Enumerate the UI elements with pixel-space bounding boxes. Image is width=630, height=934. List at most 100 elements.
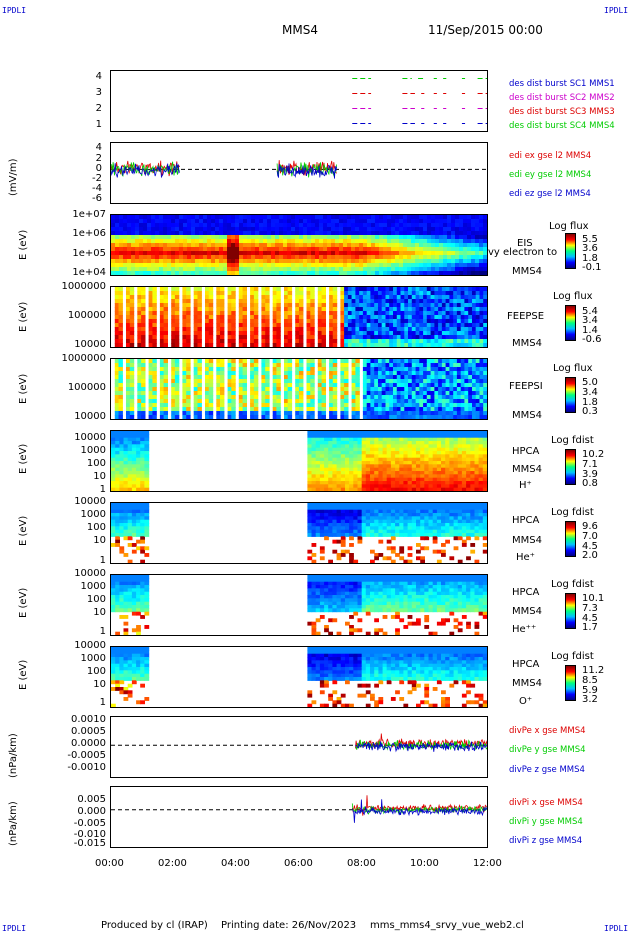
spectrogram-cell <box>123 457 129 462</box>
spectrogram-cell <box>216 371 221 376</box>
spectrogram-cell <box>419 243 424 248</box>
eis-overlay-text: vy electron to <box>488 247 558 258</box>
spectrogram-cell <box>351 247 356 252</box>
spectrogram-cell <box>466 431 471 435</box>
spectrogram-cell <box>441 474 446 479</box>
spectrogram-cell <box>215 251 220 256</box>
spectrogram-cell <box>311 271 316 275</box>
spectrogram-cell <box>478 457 484 462</box>
spectrogram-cell <box>349 477 354 482</box>
spectrogram-cell <box>468 411 473 416</box>
spectrogram-cell <box>208 383 214 388</box>
spectrogram-cell <box>483 231 487 236</box>
spectrogram-cell <box>140 447 145 452</box>
spectrogram-cell <box>390 471 396 475</box>
spectrogram-cell <box>449 303 454 308</box>
spectrogram-cell <box>351 367 356 372</box>
spectrogram-cell <box>127 464 133 469</box>
spectrogram-cell <box>139 271 144 275</box>
spectrogram-cell <box>283 247 288 252</box>
spectrogram-cell <box>464 407 469 412</box>
spectrogram-cell <box>171 415 176 419</box>
spectrogram-cell <box>359 331 364 336</box>
spectrogram-cell <box>351 315 356 320</box>
spectrogram-cell <box>235 251 240 256</box>
spectrogram-cell <box>408 331 413 336</box>
spectrogram-cell <box>126 379 131 384</box>
spectrogram-cell <box>155 271 160 275</box>
spectrogram-cell <box>174 343 180 347</box>
spectrogram-cell <box>324 454 329 459</box>
spectrogram-cell <box>135 215 140 220</box>
spectrogram-cell <box>424 434 430 439</box>
spectrogram-cell <box>231 239 236 244</box>
spectrogram-cell <box>374 295 379 300</box>
spectrogram-cell <box>366 395 372 400</box>
spectrogram-cell <box>400 391 405 396</box>
spectrogram-cell <box>311 509 317 514</box>
spectrogram-cell <box>357 471 363 475</box>
spectrogram-cell <box>419 383 424 388</box>
spectrogram-cell <box>182 331 187 336</box>
spectrogram-cell <box>317 291 323 296</box>
spectrogram-cell <box>136 526 141 531</box>
spectrogram-cell <box>400 331 405 336</box>
spectrogram-cell <box>186 359 191 364</box>
spectrogram-cell <box>321 343 326 347</box>
spectrogram-cell <box>426 319 432 324</box>
spectrogram-cell <box>332 519 338 524</box>
spectrogram-cell <box>307 503 313 507</box>
spectrogram-cell <box>265 407 270 412</box>
spectrogram-cell <box>321 371 326 376</box>
spectrogram-cell <box>227 255 232 260</box>
spectrogram-cell <box>447 263 452 268</box>
spectrogram-cell <box>310 383 315 388</box>
ytick: 2 <box>95 153 102 164</box>
spectrogram-cell <box>451 247 456 252</box>
spectrogram-cell <box>408 339 413 344</box>
spectrogram-cell <box>171 367 176 372</box>
spectrogram-cell <box>374 457 379 462</box>
spectrogram-cell <box>155 251 160 256</box>
spectrogram-cell <box>265 299 270 304</box>
spectrogram-cell <box>456 363 462 368</box>
spectrogram-cell <box>445 471 450 475</box>
spectrogram-cell <box>343 227 348 232</box>
spectrogram-cell <box>242 303 247 308</box>
spectrogram-cell <box>265 335 270 340</box>
spectrogram-cell <box>131 239 136 244</box>
spectrogram-cell <box>378 474 384 479</box>
spectrogram-cell <box>332 411 338 416</box>
spectrogram-cell <box>311 239 316 244</box>
spectrogram-cell <box>455 243 460 248</box>
spectrogram-cell <box>238 395 244 400</box>
spectrogram-cell <box>179 227 184 232</box>
spectrogram-cell <box>423 251 428 256</box>
spectrogram-cell <box>317 407 323 412</box>
spectrogram-cell <box>307 509 313 514</box>
spectrogram-cell <box>272 363 278 368</box>
spectrogram-cell <box>261 339 266 344</box>
spectrogram-cell <box>389 399 394 404</box>
spectrogram-cell <box>411 461 417 465</box>
spectrogram-cell <box>381 315 387 320</box>
spectrogram-cell <box>355 359 360 364</box>
spectrogram-cell <box>415 343 420 347</box>
spectrogram-cell <box>357 487 363 491</box>
spectrogram-cell <box>317 371 323 376</box>
spectrogram-cell <box>126 319 131 324</box>
spectrogram-cell <box>438 299 443 304</box>
spectrogram-cell <box>115 255 120 260</box>
spectrogram-cell <box>464 303 469 308</box>
ytick: 1000000 <box>61 353 106 364</box>
spectrogram-cell <box>467 271 472 275</box>
spectrogram-cell <box>439 251 444 256</box>
spectrogram-cell <box>453 403 458 408</box>
spectrogram-cell <box>355 411 360 416</box>
spectrogram-cell <box>131 484 137 489</box>
spectrogram-cell <box>329 403 334 408</box>
spectrogram-cell <box>186 383 191 388</box>
spectrogram-cell <box>434 327 439 332</box>
spectrogram-cell <box>340 474 346 479</box>
spectrogram-cell <box>287 235 292 240</box>
